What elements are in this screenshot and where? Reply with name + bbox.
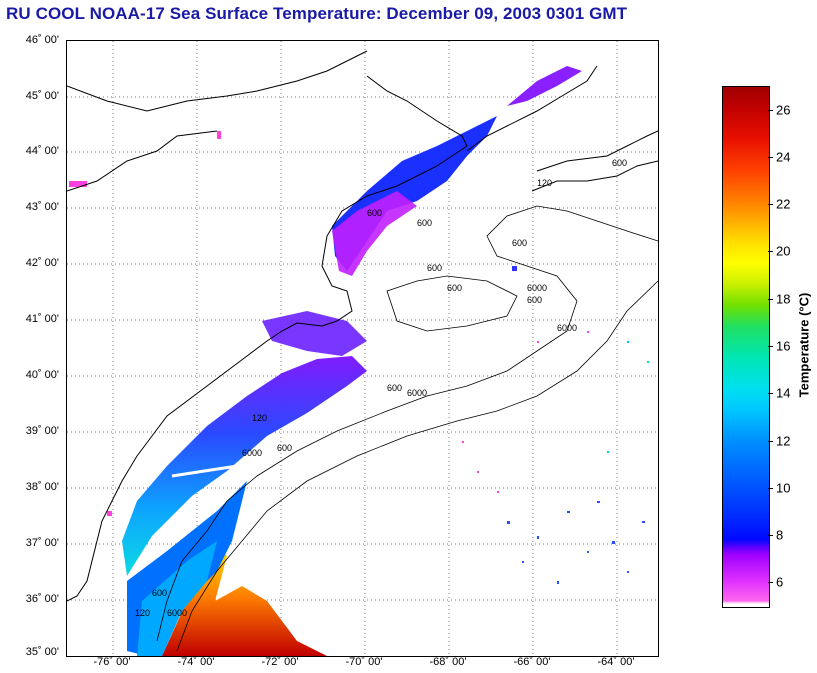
contour-label: 600 — [512, 238, 527, 248]
lat-tick-label: 36˚ 00' — [25, 593, 59, 605]
colorbar-tick-mark — [768, 204, 773, 206]
colorbar-tick-label: 18 — [776, 291, 791, 307]
contour-label: 600 — [367, 208, 382, 218]
sst-map: 600 6000 600 600 600 600 600 6000 6000 6… — [66, 40, 659, 657]
contour-label: 120 — [135, 608, 150, 618]
contour-label: 6000 — [407, 388, 427, 398]
colorbar-tick-mark — [768, 487, 773, 489]
contour-label: 600 — [417, 218, 432, 228]
lon-tick-label: -72˚ 00' — [261, 656, 299, 668]
colorbar-tick-mark — [768, 156, 773, 158]
sst-scatter-cells — [69, 131, 649, 584]
sst-gulf-of-maine — [262, 66, 582, 356]
lon-tick-label: -68˚ 00' — [429, 656, 467, 668]
contour-label: 6000 — [527, 283, 547, 293]
contour-label: 6000 — [557, 323, 577, 333]
colorbar-tick-label: 22 — [776, 196, 791, 212]
bathymetry-contours — [156, 205, 658, 652]
contour-label: 600 — [152, 588, 167, 598]
colorbar-tick-mark — [768, 346, 773, 347]
colorbar-tick-label: 12 — [776, 433, 791, 449]
colorbar-tick-label: 20 — [776, 243, 791, 259]
contour-label: 600 — [427, 263, 442, 273]
lat-tick-label: 40˚ 00' — [25, 369, 59, 381]
colorbar-tick-mark — [768, 535, 773, 537]
contour-label: 600 — [447, 283, 462, 293]
colorbar-tick-label: 10 — [776, 480, 791, 496]
colorbar-tick-mark — [768, 251, 773, 253]
lat-tick-label: 43˚ 00' — [25, 201, 59, 213]
lon-tick-label: -70˚ 00' — [345, 656, 383, 668]
lat-tick-label: 38˚ 00' — [25, 481, 59, 493]
lon-tick-label: -76˚ 00' — [93, 656, 131, 668]
colorbar-label: Temperature (°C) — [796, 292, 812, 398]
colorbar-tick-label: 14 — [776, 385, 791, 401]
contour-label: 6000 — [167, 608, 187, 618]
lat-tick-label: 45˚ 00' — [25, 90, 59, 102]
contour-label: 6000 — [242, 448, 262, 458]
colorbar-tick-mark — [768, 440, 773, 442]
contour-labels: 600 6000 600 600 600 600 600 6000 6000 6… — [135, 158, 627, 618]
contour-label: 600 — [277, 443, 292, 453]
map-title: RU COOL NOAA-17 Sea Surface Temperature:… — [6, 4, 628, 23]
coastline — [67, 50, 658, 602]
sst-shelf-water — [122, 356, 367, 656]
lon-tick-label: -74˚ 00' — [177, 656, 215, 668]
lat-tick-label: 46˚ 00' — [25, 34, 59, 46]
colorbar-tick-mark — [768, 109, 773, 111]
swath-gap — [171, 464, 238, 478]
lat-tick-label: 41˚ 00' — [25, 313, 59, 325]
contour-label: 600 — [612, 158, 627, 168]
colorbar-tick-label: 26 — [776, 102, 791, 118]
contour-label: 120 — [252, 413, 267, 423]
contour-label: 600 — [527, 295, 542, 305]
colorbar-tick-mark — [768, 582, 773, 584]
colorbar-tick-label: 24 — [776, 149, 791, 165]
lat-tick-label: 39˚ 00' — [25, 425, 59, 437]
lon-tick-label: -64˚ 00' — [597, 656, 635, 668]
colorbar-tick-mark — [768, 298, 773, 300]
lat-tick-label: 42˚ 00' — [25, 257, 59, 269]
temperature-colorbar — [722, 86, 770, 608]
contour-label: 600 — [387, 383, 402, 393]
lon-tick-label: -66˚ 00' — [513, 656, 551, 668]
colorbar-tick-mark — [768, 393, 773, 395]
lat-tick-label: 44˚ 00' — [25, 145, 59, 157]
colorbar-tick-label: 8 — [776, 527, 784, 543]
contour-label: 120 — [537, 178, 552, 188]
colorbar-tick-label: 16 — [776, 338, 791, 354]
lat-tick-label: 35˚ 00' — [25, 646, 59, 658]
lat-tick-label: 37˚ 00' — [25, 537, 59, 549]
colorbar-tick-label: 6 — [776, 574, 784, 590]
